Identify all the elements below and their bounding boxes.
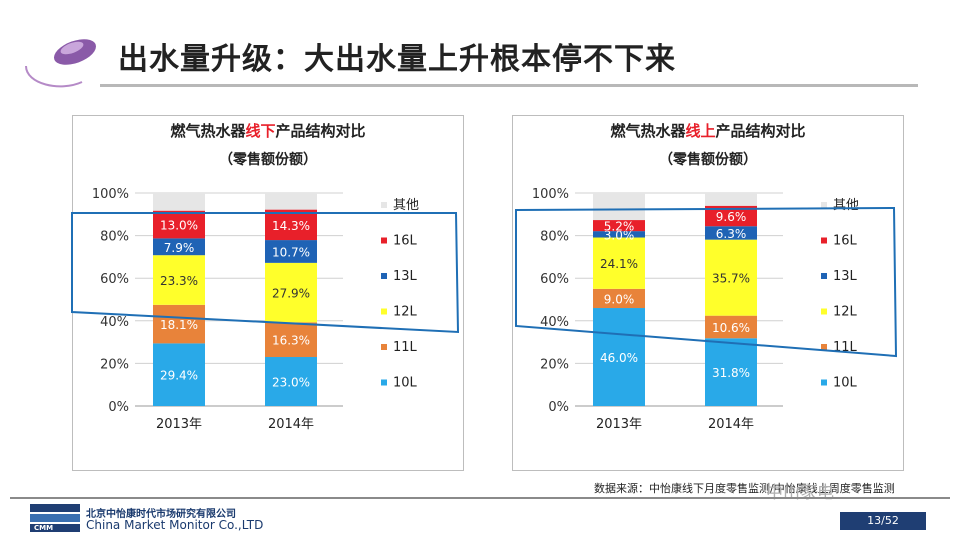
footer-divider: [10, 497, 950, 499]
legend-swatch: [821, 273, 827, 279]
y-tick-label: 60%: [100, 272, 129, 287]
y-tick-label: 40%: [540, 315, 569, 330]
page-title: 出水量升级：大出水量上升根本停不下来: [118, 42, 676, 77]
legend-label: 其他: [833, 198, 859, 213]
y-tick-label: 0%: [108, 400, 129, 415]
data-label: 27.9%: [272, 287, 310, 301]
data-label: 18.1%: [160, 318, 198, 332]
legend-swatch: [381, 344, 387, 350]
data-label: 13.0%: [160, 219, 198, 233]
x-tick-label: 2013年: [156, 417, 202, 432]
data-label: 16.3%: [272, 334, 310, 348]
y-tick-label: 80%: [540, 230, 569, 245]
y-tick-label: 20%: [100, 357, 129, 372]
legend-label: 其他: [393, 198, 419, 213]
data-label: 24.1%: [600, 257, 638, 271]
legend-label: 11L: [393, 340, 418, 355]
company-name-en: China Market Monitor Co.,LTD: [86, 518, 264, 532]
legend-label: 11L: [833, 340, 858, 355]
bar-segment-10L: [265, 357, 317, 406]
data-label: 9.0%: [604, 292, 635, 306]
bar-segment-其他: [705, 193, 757, 206]
data-label: 10.6%: [712, 321, 750, 335]
y-tick-label: 0%: [548, 400, 569, 415]
chart-subtitle: （零售额份额）: [659, 151, 757, 168]
legend-label: 10L: [833, 376, 858, 391]
data-label: 14.3%: [272, 219, 310, 233]
watermark: 中山家电: [766, 483, 834, 503]
x-tick-label: 2014年: [268, 417, 314, 432]
legend-swatch: [821, 379, 827, 386]
legend-swatch: [381, 379, 387, 386]
chart-online: 燃气热水器线上产品结构对比 （零售额份额） 0% 20% 40% 60% 80% 100% 46…: [532, 122, 859, 432]
x-tick-label: 2014年: [708, 417, 754, 432]
mouse-icon: [25, 39, 97, 88]
chart-panel-online: 燃气热水器线上产品结构对比 （零售额份额） 0% 20% 40% 60% 80% 100% 46…: [512, 115, 904, 471]
bar-segment-10L: [153, 343, 205, 406]
y-tick-label: 100%: [532, 187, 569, 202]
title-divider: [100, 84, 918, 87]
legend-label: 16L: [833, 234, 858, 249]
legend-swatch: [381, 308, 387, 315]
company-logo: CMM: [30, 504, 80, 532]
y-tick-label: 100%: [92, 187, 129, 202]
chart-subtitle: （零售额份额）: [219, 151, 317, 168]
legend-label: 12L: [393, 305, 418, 320]
bar-segment-其他: [153, 193, 205, 211]
chart-panel-offline: 燃气热水器线下产品结构对比 （零售额份额） 0% 20% 40% 60% 80% 100% 29…: [72, 115, 464, 471]
legend-swatch: [821, 344, 827, 350]
data-label: 29.4%: [160, 369, 198, 383]
y-tick-label: 40%: [100, 315, 129, 330]
legend-swatch: [821, 237, 827, 244]
logo-text: CMM: [34, 524, 53, 532]
page-number: 13/52: [840, 512, 926, 530]
data-label: 7.9%: [164, 241, 195, 255]
legend-label: 16L: [393, 234, 418, 249]
legend-swatch: [381, 273, 387, 279]
legend-swatch: [381, 202, 387, 208]
x-tick-label: 2013年: [596, 417, 642, 432]
legend-label: 13L: [833, 269, 858, 284]
y-tick-label: 20%: [540, 357, 569, 372]
data-label: 23.3%: [160, 274, 198, 288]
data-label: 10.7%: [272, 245, 310, 259]
chart-title: 燃气热水器线上产品结构对比: [610, 122, 805, 140]
data-label: 31.8%: [712, 366, 750, 380]
data-label: 23.0%: [272, 376, 310, 390]
data-label: 5.2%: [604, 220, 635, 234]
legend-swatch: [381, 237, 387, 244]
data-label: 6.3%: [716, 227, 747, 241]
data-source-note: 数据来源：中怡康线下月度零售监测/中怡康线上周度零售监测: [594, 482, 895, 495]
bar-segment-其他: [593, 193, 645, 221]
data-label: 9.6%: [716, 210, 747, 224]
legend-label: 12L: [833, 305, 858, 320]
legend-label: 10L: [393, 376, 418, 391]
legend-label: 13L: [393, 269, 418, 284]
chart-offline: 燃气热水器线下产品结构对比 （零售额份额） 0% 20% 40% 60% 80% 100% 29…: [92, 122, 419, 432]
company-name-cn: 北京中怡康时代市场研究有限公司: [86, 509, 236, 520]
legend-swatch: [821, 202, 827, 208]
legend-swatch: [821, 308, 827, 315]
data-label: 46.0%: [600, 351, 638, 365]
bar-segment-其他: [265, 193, 317, 210]
y-tick-label: 60%: [540, 272, 569, 287]
chart-title: 燃气热水器线下产品结构对比: [170, 122, 365, 140]
data-label: 35.7%: [712, 272, 750, 286]
y-tick-label: 80%: [100, 230, 129, 245]
